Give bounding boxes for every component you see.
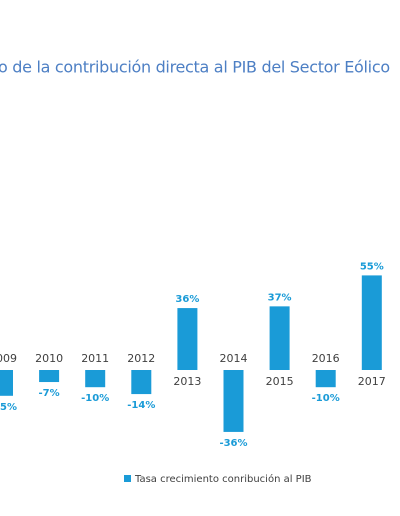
bar [177, 308, 198, 370]
value-label: -14% [127, 400, 155, 411]
x-tick-label: 2011 [81, 352, 109, 365]
x-tick-label: 2009 [0, 352, 17, 365]
value-label: 55% [360, 261, 384, 272]
bar [269, 306, 290, 370]
bar [85, 370, 106, 388]
chart-title: o de la contribución directa al PIB del … [0, 58, 390, 77]
legend-label: Tasa crecimiento conribución al PIB [134, 473, 312, 485]
x-tick-label: 2015 [266, 375, 294, 388]
value-label: -15% [0, 402, 17, 413]
x-tick-label: 2016 [312, 352, 340, 365]
x-tick-label: 2010 [35, 352, 63, 365]
x-tick-label: 2017 [358, 375, 386, 388]
bar [361, 275, 382, 370]
bar [131, 370, 152, 395]
value-label: -10% [312, 393, 340, 404]
value-label: -7% [39, 388, 60, 399]
legend-swatch [124, 475, 131, 482]
bar [0, 370, 13, 396]
x-tick-label: 2013 [173, 375, 201, 388]
value-label: 37% [268, 292, 292, 303]
bar [39, 370, 60, 383]
value-label: -10% [81, 393, 109, 404]
value-label: 36% [175, 294, 199, 305]
bar [315, 370, 336, 388]
x-tick-label: 2014 [220, 352, 248, 365]
value-label: -36% [219, 438, 247, 449]
bar [223, 370, 244, 432]
x-tick-label: 2012 [127, 352, 155, 365]
